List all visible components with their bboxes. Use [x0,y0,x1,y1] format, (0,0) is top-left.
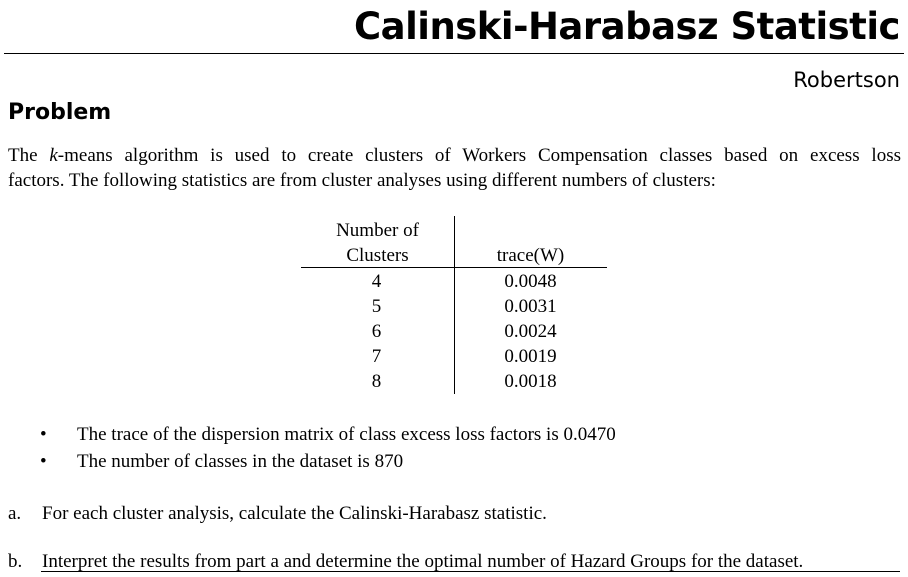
bottom-divider [41,571,900,572]
clusters-cell: 7 [371,346,382,367]
title-divider [4,53,904,54]
bullet-icon: • [40,424,47,445]
table-header-divider [301,267,607,268]
trace-cell: 0.0019 [504,346,557,367]
table-column-divider [454,216,455,394]
trace-header: trace(W) [496,245,565,266]
question-a-text: For each cluster analysis, calculate the… [42,503,547,524]
bullet-icon: • [40,451,47,472]
problem-intro: The k-means algorithm is used to create … [8,143,901,193]
intro-line-1: The k-means algorithm is used to create … [8,143,901,168]
list-item: • The trace of the dispersion matrix of c… [40,421,616,448]
clusters-cell: 5 [371,296,382,317]
clusters-column: 4 5 6 7 8 [301,269,454,394]
clusters-cell: 6 [371,321,382,342]
intro-line-2: factors. The following statistics are fr… [8,170,716,191]
fact-text: The trace of the dispersion matrix of cl… [77,424,616,445]
clusters-cell: 4 [371,271,382,292]
intro-line-1-end: -means algorithm is used to create clust… [57,145,901,166]
page-title: Calinski-Harabasz Statistic [353,5,901,48]
trace-cell: 0.0048 [504,271,557,292]
question-b-text: Interpret the results from part a and de… [42,551,804,572]
section-heading: Problem [8,100,112,125]
fact-text: The number of classes in the dataset is … [77,451,404,472]
clusters-header-line-2: Clusters [346,245,409,266]
question-b-label: b. [8,551,23,572]
trace-column: 0.0048 0.0031 0.0024 0.0019 0.0018 [454,269,607,394]
trace-cell: 0.0031 [504,296,557,317]
clusters-header-line-1: Number of [336,220,419,241]
facts-list: • The trace of the dispersion matrix of c… [40,421,616,475]
cluster-table: Number of Clusters trace(W) 4 5 6 7 8 0.… [301,214,607,394]
list-item: • The number of classes in the dataset is… [40,448,616,475]
k-variable: k [49,145,58,166]
clusters-cell: 8 [371,371,382,392]
intro-line-1-start: The [8,145,50,166]
trace-cell: 0.0024 [504,321,557,342]
question-a-label: a. [8,503,22,524]
question-b: b. Interpret the results from part a and … [8,549,803,574]
question-a: a. For each cluster analysis, calculate t… [8,501,547,526]
trace-cell: 0.0018 [504,371,557,392]
author-name: Robertson [793,68,900,92]
